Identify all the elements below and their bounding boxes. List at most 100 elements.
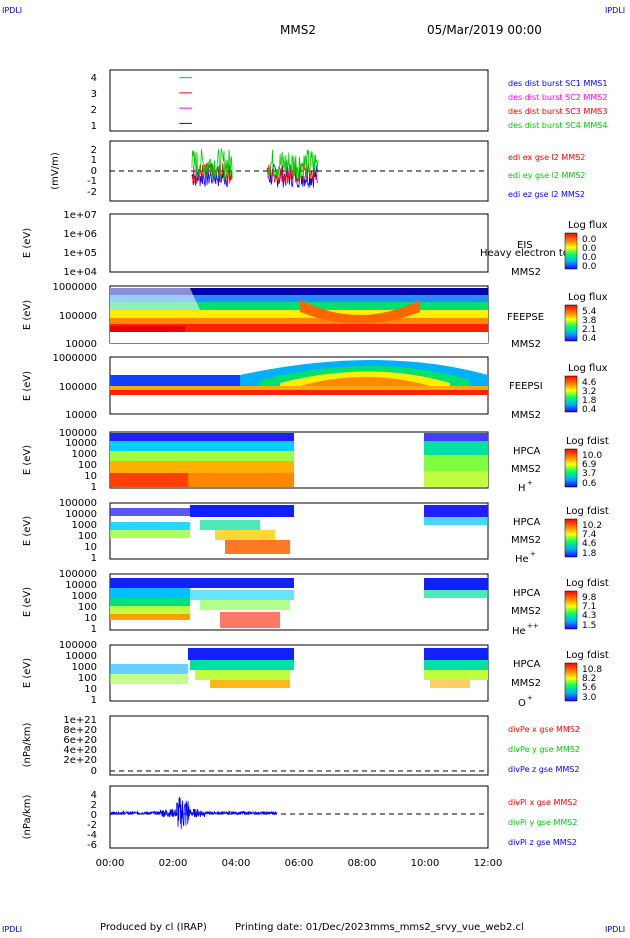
legend-edi-ey: edi ey gse l2 MMS2 xyxy=(508,171,586,180)
legend-divpe-x: divPe x gse MMS2 xyxy=(508,725,580,734)
edi-trace xyxy=(191,148,319,180)
ytick-label: 2 xyxy=(91,145,97,156)
panel-divpi: (nPa/km) 4 2 0 -2 -4 -6 divPi x gse MMS2… xyxy=(22,785,577,851)
species-label: He xyxy=(515,554,529,565)
ytick-label: 10000 xyxy=(65,438,97,449)
ytick-label: 1 xyxy=(91,482,97,493)
ytick-label: 1e+21 xyxy=(63,715,97,726)
ytick-label: 10 xyxy=(84,613,97,624)
cbar-value: 1.8 xyxy=(582,396,597,406)
corner-label-bottom-right: IPDLI xyxy=(605,925,625,934)
feepse-ylabel: E (eV) xyxy=(22,300,33,330)
legend-sc4: des dist burst SC4 MMS4 xyxy=(508,121,607,130)
charge-label: ++ xyxy=(527,622,539,630)
ytick-label: 100000 xyxy=(59,640,97,651)
cbar-value: 10.8 xyxy=(582,665,602,675)
cbar-value: 3.2 xyxy=(582,387,596,397)
footer: Produced by cl (IRAP) Printing date: 01/… xyxy=(100,922,524,933)
ytick-label: -2 xyxy=(87,187,97,198)
panel-hpca-o: E (eV) 100000 10000 1000 100 10 1 HPCA M… xyxy=(22,640,609,709)
charge-label: + xyxy=(527,479,533,487)
ytick-label: 2 xyxy=(91,800,97,811)
charge-label: + xyxy=(527,694,533,702)
cbar-value: 9.8 xyxy=(582,593,597,603)
ytick-label: 1e+07 xyxy=(63,210,97,221)
cbar-value: 0.0 xyxy=(582,262,597,272)
ytick-label: 0 xyxy=(91,166,97,177)
cbar-value: 10.2 xyxy=(582,521,602,531)
cbar-title: Log flux xyxy=(568,363,608,374)
cbar-value: 0.0 xyxy=(582,235,597,245)
cbar-value: 7.4 xyxy=(582,530,597,540)
cbar-value: 5.6 xyxy=(582,683,597,693)
species-label: O xyxy=(518,698,526,709)
colorbar xyxy=(564,232,578,270)
cbar-title: Log flux xyxy=(568,220,608,231)
colorbar xyxy=(564,590,578,630)
legend-sc2: des dist burst SC2 MMS2 xyxy=(508,93,607,102)
panel-edi: (mV/m) 2 1 0 -1 -2 edi ex gse l2 MMS2 ed… xyxy=(50,140,586,202)
legend-divpe-y: divPe y gse MMS2 xyxy=(508,745,580,754)
xtick-label: 00:00 xyxy=(96,858,125,869)
xtick-label: 08:00 xyxy=(348,858,377,869)
footer-filename: mms_mms2_srvy_vue_web2.cl xyxy=(370,922,524,933)
cbar-value: 1.5 xyxy=(582,621,596,631)
divpi-ylabel: (nPa/km) xyxy=(22,795,33,840)
ytick-label: 1000000 xyxy=(52,282,97,293)
legend-divpi-x: divPi x gse MMS2 xyxy=(508,798,577,807)
ytick-label: 10 xyxy=(84,471,97,482)
ytick-label: -6 xyxy=(87,840,97,851)
ytick-label: 1000 xyxy=(72,662,97,673)
colorbar xyxy=(564,304,578,342)
xtick-label: 10:00 xyxy=(411,858,440,869)
ytick-label: 100 xyxy=(78,460,97,471)
instrument-label: FEEPSI xyxy=(509,381,543,392)
corner-label-bottom-left: IPDLI xyxy=(2,925,22,934)
ytick-label: 10000 xyxy=(65,580,97,591)
ytick-label: 1e+05 xyxy=(63,248,97,259)
cbar-value: 7.1 xyxy=(582,602,596,612)
cbar-value: 4.6 xyxy=(582,378,597,388)
hpca-h-ylabel: E (eV) xyxy=(22,445,33,475)
x-axis: 00:00 02:00 04:00 06:00 08:00 10:00 12:0… xyxy=(96,858,503,869)
colorbar xyxy=(564,662,578,702)
panel-eis: E (eV) 1e+07 1e+06 1e+05 1e+04 EIS Heavy… xyxy=(22,210,608,278)
instrument-label: HPCA xyxy=(513,446,541,457)
ytick-label: 10000 xyxy=(65,339,97,350)
species-label: He xyxy=(512,626,526,637)
instrument-label: FEEPSE xyxy=(507,312,544,323)
xtick-label: 12:00 xyxy=(474,858,503,869)
ytick-label: 3 xyxy=(91,89,97,100)
page-date: 05/Mar/2019 00:00 xyxy=(427,23,542,37)
cbar-title: Log fdist xyxy=(566,436,609,447)
sc-label: MMS2 xyxy=(511,410,541,421)
instrument-label: HPCA xyxy=(513,659,541,670)
cbar-value: 1.8 xyxy=(582,549,597,559)
panel-divpe: (nPa/km) 1e+21 8e+20 6e+20 4e+20 2e+20 0… xyxy=(22,715,580,777)
hpca-o-ylabel: E (eV) xyxy=(22,658,33,688)
ytick-label: 0 xyxy=(91,766,97,777)
colorbar xyxy=(564,518,578,558)
legend-sc3: des dist burst SC3 MMS3 xyxy=(508,107,607,116)
ytick-label: 1 xyxy=(91,624,97,635)
ytick-label: 10000 xyxy=(65,410,97,421)
xtick-label: 04:00 xyxy=(222,858,251,869)
ytick-label: 100000 xyxy=(59,498,97,509)
cbar-value: 3.7 xyxy=(582,469,596,479)
ytick-label: 1 xyxy=(91,155,97,166)
cbar-title: Log fdist xyxy=(566,650,609,661)
ytick-label: 2e+20 xyxy=(63,755,97,766)
edi-ylabel: (mV/m) xyxy=(50,152,61,190)
hpca-hepp-ylabel: E (eV) xyxy=(22,587,33,617)
ytick-label: 1 xyxy=(91,695,97,706)
instrument-label: HPCA xyxy=(513,588,541,599)
cbar-title: Log flux xyxy=(568,292,608,303)
cbar-value: 0.0 xyxy=(582,244,597,254)
ytick-label: 1000 xyxy=(72,520,97,531)
sc-label: MMS2 xyxy=(511,267,541,278)
cbar-value: 8.2 xyxy=(582,674,596,684)
cbar-value: 0.0 xyxy=(582,253,597,263)
panel-feepsi: E (eV) 1000000 100000 10000 FEEPSI MMS2 … xyxy=(22,353,608,421)
ytick-label: 4 xyxy=(91,73,97,84)
sc-label: MMS2 xyxy=(511,535,541,546)
